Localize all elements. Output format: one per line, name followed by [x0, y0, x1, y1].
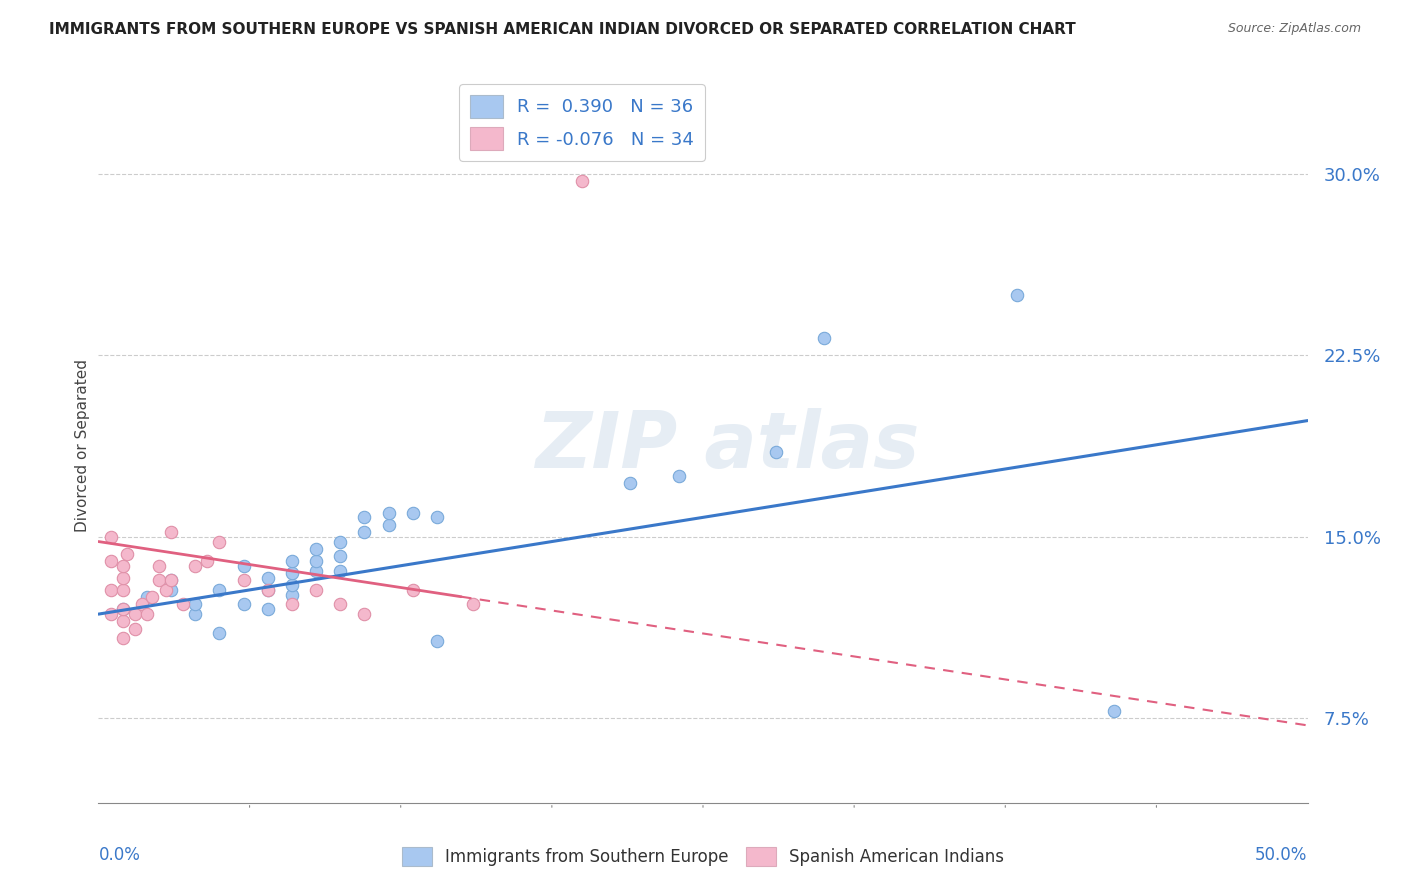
- Point: [100, 607, 122, 621]
- Point: [813, 331, 835, 345]
- Point: [148, 574, 170, 588]
- Point: [232, 558, 254, 573]
- Point: [111, 558, 134, 573]
- Point: [281, 554, 304, 568]
- Point: [281, 588, 304, 602]
- Point: [111, 582, 134, 597]
- Point: [232, 598, 254, 612]
- Point: [111, 571, 134, 585]
- Point: [402, 506, 425, 520]
- Point: [160, 574, 183, 588]
- Point: [111, 615, 134, 629]
- Point: [232, 574, 254, 588]
- Point: [256, 571, 278, 585]
- Point: [256, 582, 278, 597]
- Text: Source: ZipAtlas.com: Source: ZipAtlas.com: [1227, 22, 1361, 36]
- Point: [131, 598, 153, 612]
- Point: [184, 607, 207, 621]
- Point: [100, 530, 122, 544]
- Point: [184, 558, 207, 573]
- Point: [353, 510, 375, 524]
- Point: [195, 554, 218, 568]
- Point: [619, 476, 641, 491]
- Point: [1102, 704, 1125, 718]
- Text: 50.0%: 50.0%: [1256, 846, 1308, 863]
- Point: [172, 598, 194, 612]
- Point: [124, 607, 146, 621]
- Point: [377, 506, 399, 520]
- Point: [124, 622, 146, 636]
- Point: [184, 598, 207, 612]
- Point: [353, 607, 375, 621]
- Point: [117, 547, 139, 561]
- Point: [426, 510, 449, 524]
- Legend: R =  0.390   N = 36, R = -0.076   N = 34: R = 0.390 N = 36, R = -0.076 N = 34: [460, 84, 704, 161]
- Point: [329, 564, 352, 578]
- Y-axis label: Divorced or Separated: Divorced or Separated: [75, 359, 90, 533]
- Point: [426, 633, 449, 648]
- Point: [160, 524, 183, 539]
- Point: [135, 607, 157, 621]
- Point: [208, 582, 231, 597]
- Point: [111, 602, 134, 616]
- Point: [208, 626, 231, 640]
- Point: [305, 564, 328, 578]
- Point: [765, 445, 787, 459]
- Point: [377, 517, 399, 532]
- Point: [100, 582, 122, 597]
- Point: [141, 590, 163, 604]
- Point: [571, 174, 593, 188]
- Point: [160, 582, 183, 597]
- Text: 0.0%: 0.0%: [98, 846, 141, 863]
- Point: [155, 582, 177, 597]
- Point: [160, 574, 183, 588]
- Point: [111, 602, 134, 616]
- Point: [111, 632, 134, 646]
- Point: [100, 554, 122, 568]
- Point: [305, 554, 328, 568]
- Point: [281, 566, 304, 580]
- Point: [329, 549, 352, 563]
- Point: [668, 469, 690, 483]
- Text: IMMIGRANTS FROM SOUTHERN EUROPE VS SPANISH AMERICAN INDIAN DIVORCED OR SEPARATED: IMMIGRANTS FROM SOUTHERN EUROPE VS SPANI…: [49, 22, 1076, 37]
- Point: [281, 578, 304, 592]
- Point: [402, 582, 425, 597]
- Point: [135, 590, 157, 604]
- Point: [305, 541, 328, 556]
- Point: [256, 602, 278, 616]
- Point: [1007, 288, 1029, 302]
- Point: [281, 598, 304, 612]
- Legend: Immigrants from Southern Europe, Spanish American Indians: Immigrants from Southern Europe, Spanish…: [395, 840, 1011, 873]
- Point: [329, 534, 352, 549]
- Point: [329, 598, 352, 612]
- Point: [305, 582, 328, 597]
- Point: [208, 534, 231, 549]
- Point: [256, 582, 278, 597]
- Point: [463, 598, 485, 612]
- Point: [148, 558, 170, 573]
- Text: ZIP atlas: ZIP atlas: [536, 408, 920, 484]
- Point: [353, 524, 375, 539]
